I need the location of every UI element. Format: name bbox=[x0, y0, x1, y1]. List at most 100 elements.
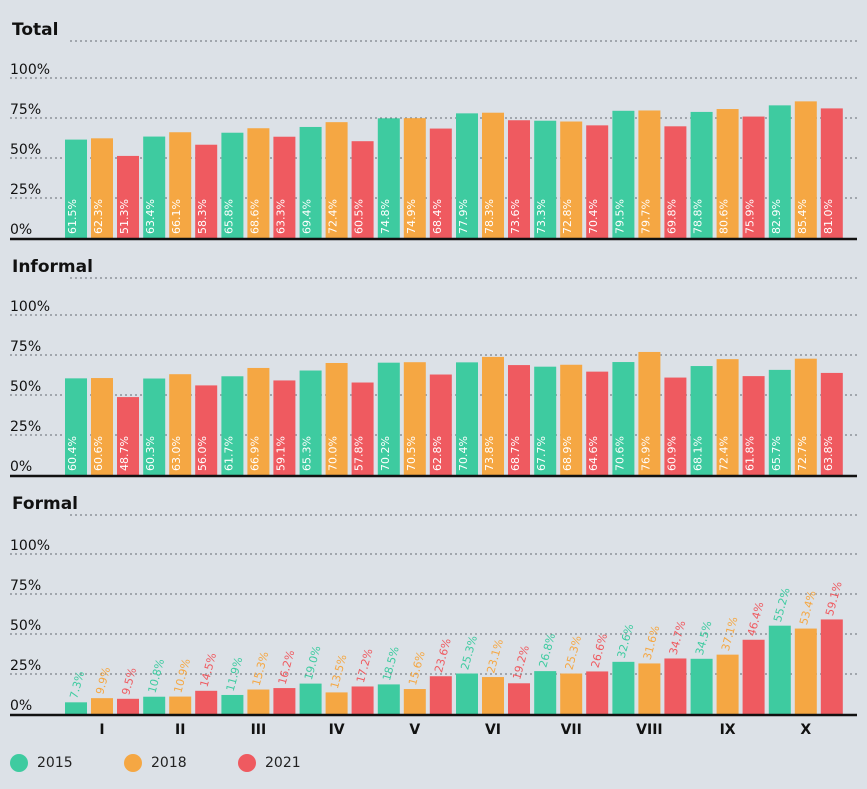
data-label: 34.5% bbox=[693, 619, 715, 656]
bar-formal-2018-VI bbox=[482, 677, 504, 714]
data-label: 79.7% bbox=[639, 199, 652, 234]
bar-informal-2018-II bbox=[169, 374, 192, 475]
bar-formal-2015-V bbox=[377, 684, 400, 714]
data-label: 19.0% bbox=[302, 644, 324, 681]
data-label: 60.3% bbox=[144, 436, 157, 471]
bar-informal-2021-VII bbox=[586, 371, 609, 475]
bar-total-2015-II bbox=[143, 136, 166, 238]
bar-informal-2021-V bbox=[429, 374, 452, 475]
legend-swatch bbox=[10, 754, 28, 772]
x-tick-label: VIII bbox=[636, 722, 662, 738]
data-label: 48.7% bbox=[118, 436, 131, 471]
data-label: 18.5% bbox=[380, 645, 402, 682]
data-label: 17.2% bbox=[354, 647, 376, 684]
data-label: 70.0% bbox=[327, 436, 340, 471]
bar-informal-2015-VI bbox=[456, 362, 478, 475]
legend-label: 2018 bbox=[151, 755, 187, 771]
bar-total-2015-VIII bbox=[612, 110, 635, 238]
y-tick-label: 75% bbox=[10, 102, 41, 118]
bar-total-2021-III bbox=[273, 136, 296, 238]
bar-total-2021-V bbox=[429, 128, 452, 238]
data-label: 11.9% bbox=[224, 656, 246, 693]
legend-label: 2021 bbox=[265, 755, 301, 771]
bar-total-2018-I bbox=[91, 138, 113, 238]
panel-total: Total 0% 25% 50% 75% 100% 61.5% 63.4% 65.8% 69.4%… bbox=[10, 20, 857, 241]
legend-swatch bbox=[238, 754, 256, 772]
x-tick-label: V bbox=[409, 722, 420, 738]
data-label: 68.7% bbox=[509, 436, 522, 471]
data-label: 60.4% bbox=[66, 436, 79, 471]
data-label: 56.0% bbox=[196, 436, 209, 471]
bar-formal-2021-VII bbox=[586, 671, 609, 714]
y-tick-label: 50% bbox=[10, 142, 41, 158]
bar-informal-2021-III bbox=[273, 380, 296, 475]
data-label: 82.9% bbox=[770, 199, 783, 234]
data-label: 23.1% bbox=[484, 638, 506, 675]
data-label: 60.6% bbox=[92, 436, 105, 471]
data-label: 60.9% bbox=[665, 436, 678, 471]
x-tick-label: VI bbox=[485, 722, 501, 738]
data-label: 62.3% bbox=[92, 199, 105, 234]
panel-informal: Informal 0% 25% 50% 75% 100% 60.4% 60.3% 61.7% 65… bbox=[10, 257, 857, 478]
data-label: 10.8% bbox=[146, 657, 168, 694]
data-label: 72.4% bbox=[327, 199, 340, 234]
data-label: 70.4% bbox=[457, 436, 470, 471]
data-label: 77.9% bbox=[457, 199, 470, 234]
data-label: 64.6% bbox=[587, 436, 600, 471]
bar-informal-2018-VI bbox=[482, 356, 504, 475]
bar-formal-2021-III bbox=[273, 688, 296, 714]
bar-informal-2015-X bbox=[768, 369, 791, 475]
data-label: 19.2% bbox=[510, 644, 532, 681]
data-label: 72.8% bbox=[561, 199, 574, 234]
data-label: 14.5% bbox=[198, 651, 220, 688]
legend-item-2021: 2021 bbox=[238, 754, 352, 772]
bar-informal-2021-II bbox=[195, 385, 218, 475]
data-label: 25.3% bbox=[458, 634, 480, 671]
data-label: 66.9% bbox=[248, 436, 261, 471]
bar-formal-2018-VII bbox=[560, 673, 583, 714]
data-label: 68.9% bbox=[561, 436, 574, 471]
data-label: 65.7% bbox=[770, 436, 783, 471]
data-label: 74.9% bbox=[405, 199, 418, 234]
data-label: 85.4% bbox=[796, 199, 809, 234]
data-label: 66.1% bbox=[170, 199, 183, 234]
data-label: 72.4% bbox=[718, 436, 731, 471]
data-label: 73.3% bbox=[535, 199, 548, 234]
y-tick-label: 75% bbox=[10, 578, 41, 594]
bar-informal-2021-VIII bbox=[664, 377, 687, 475]
bar-formal-2015-VII bbox=[534, 671, 557, 714]
x-tick-label: III bbox=[251, 722, 267, 738]
y-tick-label: 25% bbox=[10, 658, 41, 674]
bar-total-2018-III bbox=[247, 128, 270, 238]
data-label: 78.8% bbox=[692, 199, 705, 234]
data-label: 70.5% bbox=[405, 436, 418, 471]
data-label: 61.7% bbox=[222, 436, 235, 471]
bar-informal-2021-VI bbox=[508, 365, 530, 475]
data-label: 58.3% bbox=[196, 199, 209, 234]
bar-formal-2018-V bbox=[403, 689, 426, 714]
data-label: 26.6% bbox=[589, 632, 611, 669]
data-label: 81.0% bbox=[822, 199, 835, 234]
bar-formal-2021-VI bbox=[508, 683, 530, 714]
bar-total-2018-VIII bbox=[638, 110, 661, 238]
data-label: 10.9% bbox=[172, 657, 194, 694]
data-label: 63.3% bbox=[274, 199, 287, 234]
data-label: 70.4% bbox=[587, 199, 600, 234]
y-tick-label: 100% bbox=[10, 299, 50, 315]
y-tick-label: 0% bbox=[10, 459, 32, 475]
bar-formal-2018-X bbox=[794, 628, 817, 714]
bar-total-2021-I bbox=[117, 155, 139, 238]
bar-informal-2018-VIII bbox=[638, 351, 661, 475]
data-label: 53.4% bbox=[797, 589, 819, 626]
chart-canvas: Total 0% 25% 50% 75% 100% 61.5% 63.4% 65.8% 69.4%… bbox=[10, 20, 857, 738]
bar-total-2018-VI bbox=[482, 112, 504, 238]
data-label: 70.2% bbox=[379, 436, 392, 471]
bar-formal-2018-I bbox=[91, 698, 113, 714]
bar-informal-2015-III bbox=[221, 376, 244, 475]
y-tick-label: 100% bbox=[10, 538, 50, 554]
bar-informal-2018-X bbox=[794, 358, 817, 475]
legend-item-2015: 2015 bbox=[10, 754, 124, 772]
bar-formal-2018-III bbox=[247, 689, 270, 714]
bar-informal-2018-VII bbox=[560, 364, 583, 475]
